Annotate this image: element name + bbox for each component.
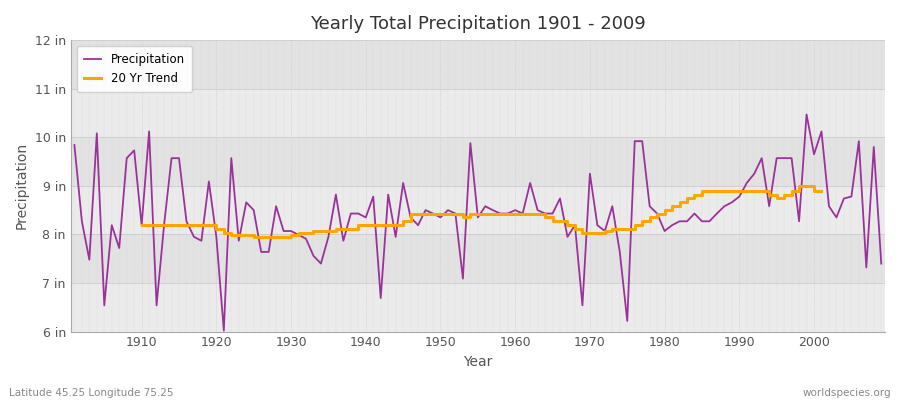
Text: worldspecies.org: worldspecies.org — [803, 388, 891, 398]
Precipitation — [301, 236, 311, 241]
Precipitation — [509, 208, 520, 212]
Bar — [71, 283, 885, 332]
20 Yr Trend — [681, 196, 692, 201]
Bar — [71, 186, 885, 234]
20 Yr Trend — [547, 219, 558, 224]
20 Yr Trend — [644, 215, 655, 220]
20 Yr Trend — [136, 223, 147, 228]
Precipitation — [219, 328, 230, 333]
Precipitation — [876, 261, 886, 266]
20 Yr Trend — [689, 192, 700, 197]
Precipitation — [346, 211, 356, 216]
20 Yr Trend — [712, 188, 723, 193]
Text: Latitude 45.25 Longitude 75.25: Latitude 45.25 Longitude 75.25 — [9, 388, 174, 398]
Precipitation — [607, 204, 617, 209]
Bar — [71, 89, 885, 137]
20 Yr Trend — [794, 184, 805, 188]
Precipitation — [518, 211, 528, 216]
Legend: Precipitation, 20 Yr Trend: Precipitation, 20 Yr Trend — [76, 46, 192, 92]
20 Yr Trend — [248, 234, 259, 239]
Line: 20 Yr Trend: 20 Yr Trend — [141, 186, 822, 237]
Precipitation — [801, 112, 812, 117]
Line: Precipitation: Precipitation — [75, 114, 881, 331]
Y-axis label: Precipitation: Precipitation — [15, 142, 29, 230]
Bar — [71, 137, 885, 186]
20 Yr Trend — [674, 200, 685, 205]
X-axis label: Year: Year — [464, 355, 492, 369]
Title: Yearly Total Precipitation 1901 - 2009: Yearly Total Precipitation 1901 - 2009 — [310, 15, 645, 33]
Bar — [71, 40, 885, 89]
Bar — [71, 234, 885, 283]
20 Yr Trend — [816, 188, 827, 193]
Precipitation — [129, 148, 140, 153]
Precipitation — [69, 143, 80, 148]
